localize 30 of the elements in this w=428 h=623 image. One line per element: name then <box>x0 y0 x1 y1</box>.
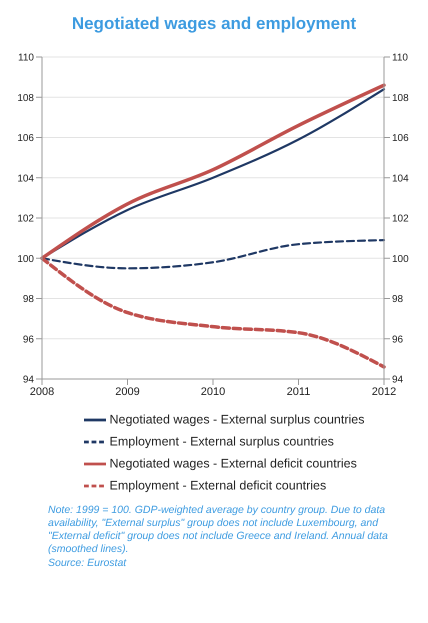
x-tick-label: 2010 <box>200 386 226 398</box>
y-tick-label: 104 <box>17 173 34 184</box>
y2-tick-label: 98 <box>392 294 404 306</box>
y-tick-label: 96 <box>22 334 34 346</box>
y-tick-label: 94 <box>22 374 34 386</box>
x-tick-label: 2008 <box>30 386 54 398</box>
y2-tick-label: 94 <box>392 374 404 386</box>
y-tick-label: 102 <box>17 214 34 225</box>
legend-label: Negotiated wages - External surplus countries <box>110 412 364 426</box>
y2-tick-label: 110 <box>392 52 408 64</box>
legend-label: Employment - External surplus countries <box>110 434 334 448</box>
y-tick-label: 98 <box>22 294 34 306</box>
y2-tick-label: 108 <box>392 92 410 104</box>
legend-label: Negotiated wages - External deficit countries <box>110 456 357 470</box>
x-tick-label: 2009 <box>115 386 140 398</box>
y-tick-label: 106 <box>17 133 34 144</box>
x-tick-label: 2012 <box>372 386 396 398</box>
source-note: Source: Eurostat <box>48 556 128 570</box>
y-tick-label: 100 <box>17 254 34 265</box>
x-tick-label: 2011 <box>286 386 310 398</box>
legend-label: Employment - External deficit countries <box>110 478 326 492</box>
y-tick-label: 110 <box>18 52 34 64</box>
y2-tick-label: 106 <box>392 133 410 144</box>
y2-tick-label: 100 <box>392 254 410 265</box>
text: Note: 1999 = 100. GDP-weighted average by country group. Due to data availability, "External surplus" group does not include Luxembourg, and "External deficit" group does not include Greece and Ireland. Annual data (smoothed lines). <box>48 504 389 556</box>
y2-tick-label: 96 <box>392 334 404 346</box>
y2-tick-label: 104 <box>392 173 410 184</box>
chart-title: Negotiated wages and employment <box>70 14 358 34</box>
y2-tick-label: 102 <box>392 214 410 225</box>
y-tick-label: 108 <box>17 92 34 104</box>
